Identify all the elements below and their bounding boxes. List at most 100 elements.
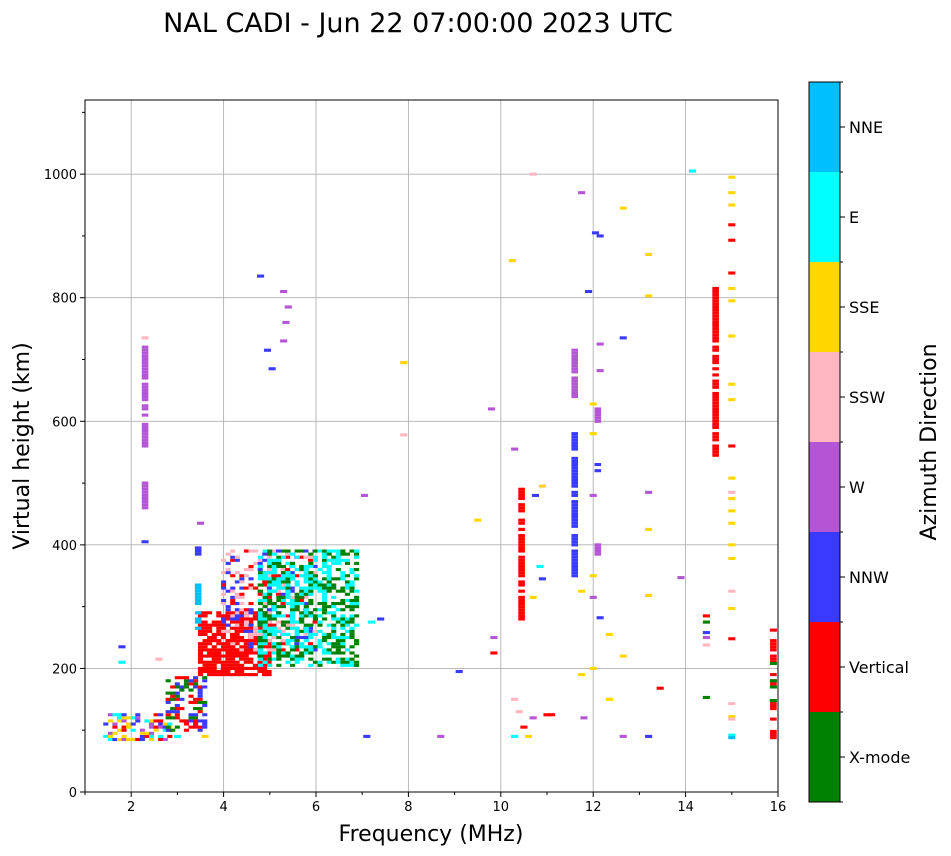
echo-point (165, 691, 171, 695)
echo-point (202, 620, 208, 624)
echo-point (518, 561, 525, 565)
echo-point (225, 608, 231, 612)
echo-point (243, 673, 249, 677)
echo-point (312, 580, 318, 584)
echo-point (258, 589, 264, 593)
echo-point (280, 289, 288, 294)
echo-point (211, 632, 217, 636)
echo-point (248, 660, 254, 664)
echo-point (262, 626, 268, 630)
echo-point (290, 564, 296, 569)
echo-point (234, 623, 240, 627)
echo-point (230, 574, 236, 578)
x-tick-label: 10 (493, 800, 510, 815)
echo-point (257, 274, 265, 278)
echo-point (271, 651, 277, 655)
echo-point (290, 663, 296, 667)
echo-point (712, 379, 719, 383)
echo-point (229, 635, 236, 640)
echo-point (303, 568, 309, 572)
echo-point (571, 564, 579, 569)
echo-point (266, 568, 272, 572)
echo-point (252, 673, 258, 677)
echo-point (645, 527, 653, 531)
echo-point (702, 614, 710, 618)
echo-point (211, 648, 217, 652)
echo-point (174, 707, 180, 711)
echo-point (317, 629, 323, 633)
echo-point (728, 299, 736, 303)
echo-point (280, 568, 286, 572)
echo-point (221, 602, 227, 606)
echo-point (252, 614, 258, 618)
echo-point (294, 660, 300, 664)
echo-point (712, 391, 719, 396)
echo-point (170, 685, 176, 689)
echo-point (103, 722, 109, 726)
echo-point (141, 345, 149, 349)
echo-point (331, 635, 337, 640)
x-tick-label: 6 (312, 800, 320, 815)
echo-point (257, 666, 263, 670)
echo-point (252, 611, 258, 615)
echo-point (518, 583, 525, 587)
echo-point (266, 669, 272, 674)
echo-point (262, 549, 268, 553)
echo-point (531, 493, 540, 497)
echo-point (262, 580, 268, 584)
echo-point (702, 643, 710, 647)
echo-point (308, 571, 314, 575)
echo-point (155, 657, 163, 661)
colorbar-tick-label: W (849, 478, 865, 497)
echo-point (518, 506, 525, 510)
echo-point (322, 586, 328, 590)
echo-point (130, 737, 136, 742)
echo-point (294, 568, 300, 572)
echo-point (303, 639, 309, 643)
echo-point (153, 725, 159, 729)
echo-point (262, 617, 268, 621)
echo-point (326, 648, 332, 652)
echo-point (331, 632, 337, 636)
echo-point (267, 663, 273, 667)
echo-point (193, 676, 199, 680)
echo-point (197, 728, 203, 732)
echo-point (285, 549, 291, 553)
echo-point (322, 635, 328, 640)
echo-point (179, 719, 185, 723)
echo-point (243, 645, 249, 649)
echo-point (571, 524, 579, 528)
echo-point (518, 540, 525, 544)
echo-point (141, 413, 149, 417)
echo-point (141, 370, 149, 374)
echo-point (770, 673, 777, 677)
echo-point (112, 722, 118, 726)
echo-point (285, 568, 291, 572)
echo-point (267, 626, 273, 630)
echo-point (211, 673, 217, 677)
echo-point (571, 537, 579, 541)
echo-point (271, 574, 277, 578)
echo-point (285, 577, 291, 581)
echo-point (712, 382, 719, 386)
echo-point (326, 635, 332, 640)
echo-point (193, 713, 199, 717)
echo-point (141, 438, 149, 442)
echo-point (276, 663, 282, 667)
echo-point (294, 592, 300, 596)
echo-point (262, 595, 268, 599)
echo-point (276, 555, 282, 559)
echo-point (261, 673, 268, 677)
echo-point (141, 540, 149, 544)
echo-point (243, 568, 250, 572)
echo-point (285, 626, 291, 630)
echo-point (578, 589, 586, 593)
echo-point (239, 639, 245, 643)
echo-point (258, 651, 264, 655)
echo-point (262, 552, 268, 556)
echo-point (234, 595, 240, 599)
echo-point (349, 632, 355, 636)
echo-point (298, 555, 304, 559)
echo-point (202, 654, 208, 658)
echo-point (594, 552, 602, 556)
